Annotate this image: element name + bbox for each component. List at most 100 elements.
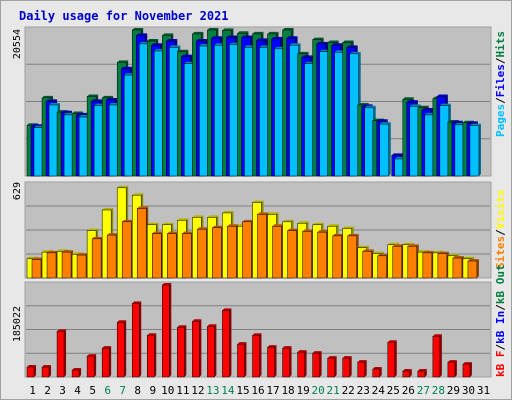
bar-kb-f-day-5: [86, 355, 95, 378]
bar-top: [312, 37, 324, 40]
bar-side: [304, 350, 307, 377]
bar-top: [122, 219, 134, 222]
bar-top: [282, 28, 294, 30]
bar-top: [132, 193, 144, 196]
bar-top: [447, 360, 457, 363]
bar-kb-f-day-13: [207, 326, 215, 378]
bar-top: [297, 51, 309, 54]
bar-top: [357, 245, 369, 248]
bar-top: [286, 36, 298, 39]
bar-side: [424, 369, 427, 377]
bar-kb-f-day-17: [267, 346, 275, 378]
bar-sites-day-26: [407, 245, 418, 279]
bar-side: [244, 342, 247, 377]
bar-top: [301, 55, 313, 58]
bar-top: [342, 40, 354, 43]
bar-sites-day-23: [362, 251, 372, 279]
bar-side: [334, 356, 337, 377]
bar-sites-day-4: [76, 254, 87, 279]
bar-kb-f-day-4: [71, 369, 80, 378]
bar-kb-f-day-9: [147, 334, 155, 378]
bar-top: [177, 49, 189, 52]
bar-kb-f-day-7: [116, 322, 125, 378]
bar-top: [192, 319, 202, 322]
bar-top: [197, 227, 209, 230]
bar-kb-f-day-2: [41, 366, 50, 378]
bar-pages-day-25: [394, 158, 405, 177]
bar-sites-day-15: [242, 221, 252, 279]
bar-top: [346, 45, 358, 48]
bar-sites-day-27: [422, 252, 433, 279]
bar-sites-day-2: [46, 252, 57, 279]
bar-top: [297, 221, 309, 224]
bar-top: [147, 333, 157, 336]
bar-top: [372, 251, 384, 254]
bar-side: [454, 360, 457, 377]
bar-kb-f-day-28: [432, 335, 441, 378]
bar-top: [102, 346, 112, 349]
bar-top: [169, 45, 181, 48]
bar-top: [227, 224, 239, 227]
series-label-hits: Hits: [494, 31, 507, 58]
day-label-11: 11: [176, 384, 189, 397]
bar-pages-day-9: [154, 50, 164, 177]
bar-pages-day-12: [199, 45, 209, 177]
bar-sites-day-18: [287, 230, 297, 279]
bar-pages-day-23: [364, 107, 374, 177]
day-label-22: 22: [342, 384, 355, 397]
bar-pages-day-7: [123, 74, 134, 177]
bar-kb-f-day-19: [297, 351, 305, 378]
bar-pages-day-24: [379, 123, 389, 177]
day-label-8: 8: [134, 384, 141, 397]
bar-pages-day-8: [138, 43, 149, 177]
bar-top: [271, 36, 283, 39]
day-label-17: 17: [266, 384, 279, 397]
series-label-visits: Visits: [494, 190, 507, 230]
series-label-kb-f: kB F: [494, 351, 507, 378]
bar-top: [462, 256, 474, 259]
bar-pages-day-22: [349, 53, 359, 177]
bar-side: [214, 324, 217, 377]
bar-side: [139, 301, 142, 377]
bar-pages-day-21: [334, 52, 344, 177]
bar-kb-f-day-15: [237, 343, 245, 378]
bar-top: [137, 206, 149, 209]
bar-top: [106, 97, 118, 100]
bar-kb-f-day-25: [387, 341, 396, 378]
bar-sites-day-21: [332, 235, 342, 279]
bar-top: [152, 231, 164, 234]
bar-top: [117, 320, 127, 323]
bar-pages-day-15: [244, 47, 254, 177]
day-label-29: 29: [447, 384, 460, 397]
bar-pages-day-20: [319, 51, 329, 177]
bar-top: [267, 345, 277, 348]
bar-side: [124, 320, 127, 377]
bar-top: [436, 94, 448, 97]
day-label-15: 15: [236, 384, 249, 397]
bar-top: [467, 258, 479, 261]
bar-top: [391, 153, 403, 156]
bar-top: [62, 250, 74, 253]
bar-top: [237, 31, 249, 34]
bar-top: [257, 212, 269, 215]
bar-top: [107, 233, 119, 236]
bar-top: [162, 33, 174, 36]
bar-top: [121, 66, 133, 69]
bar-sites-day-12: [197, 228, 207, 279]
bar-kb-f-day-18: [282, 347, 290, 378]
bar-top: [211, 36, 223, 39]
day-label-16: 16: [251, 384, 264, 397]
series-label-kb-in: kB In: [494, 311, 507, 344]
bar-top: [362, 249, 374, 252]
bar-kb-f-day-26: [402, 370, 411, 378]
panel-1-series-label: Pages/Files/Hits: [494, 31, 507, 137]
bar-top: [222, 308, 232, 311]
bar-top: [409, 104, 421, 107]
bar-side: [184, 325, 187, 377]
bar-side: [476, 258, 479, 278]
day-label-20: 20: [312, 384, 325, 397]
bar-top: [349, 51, 361, 54]
bar-sites-day-8: [136, 208, 147, 279]
